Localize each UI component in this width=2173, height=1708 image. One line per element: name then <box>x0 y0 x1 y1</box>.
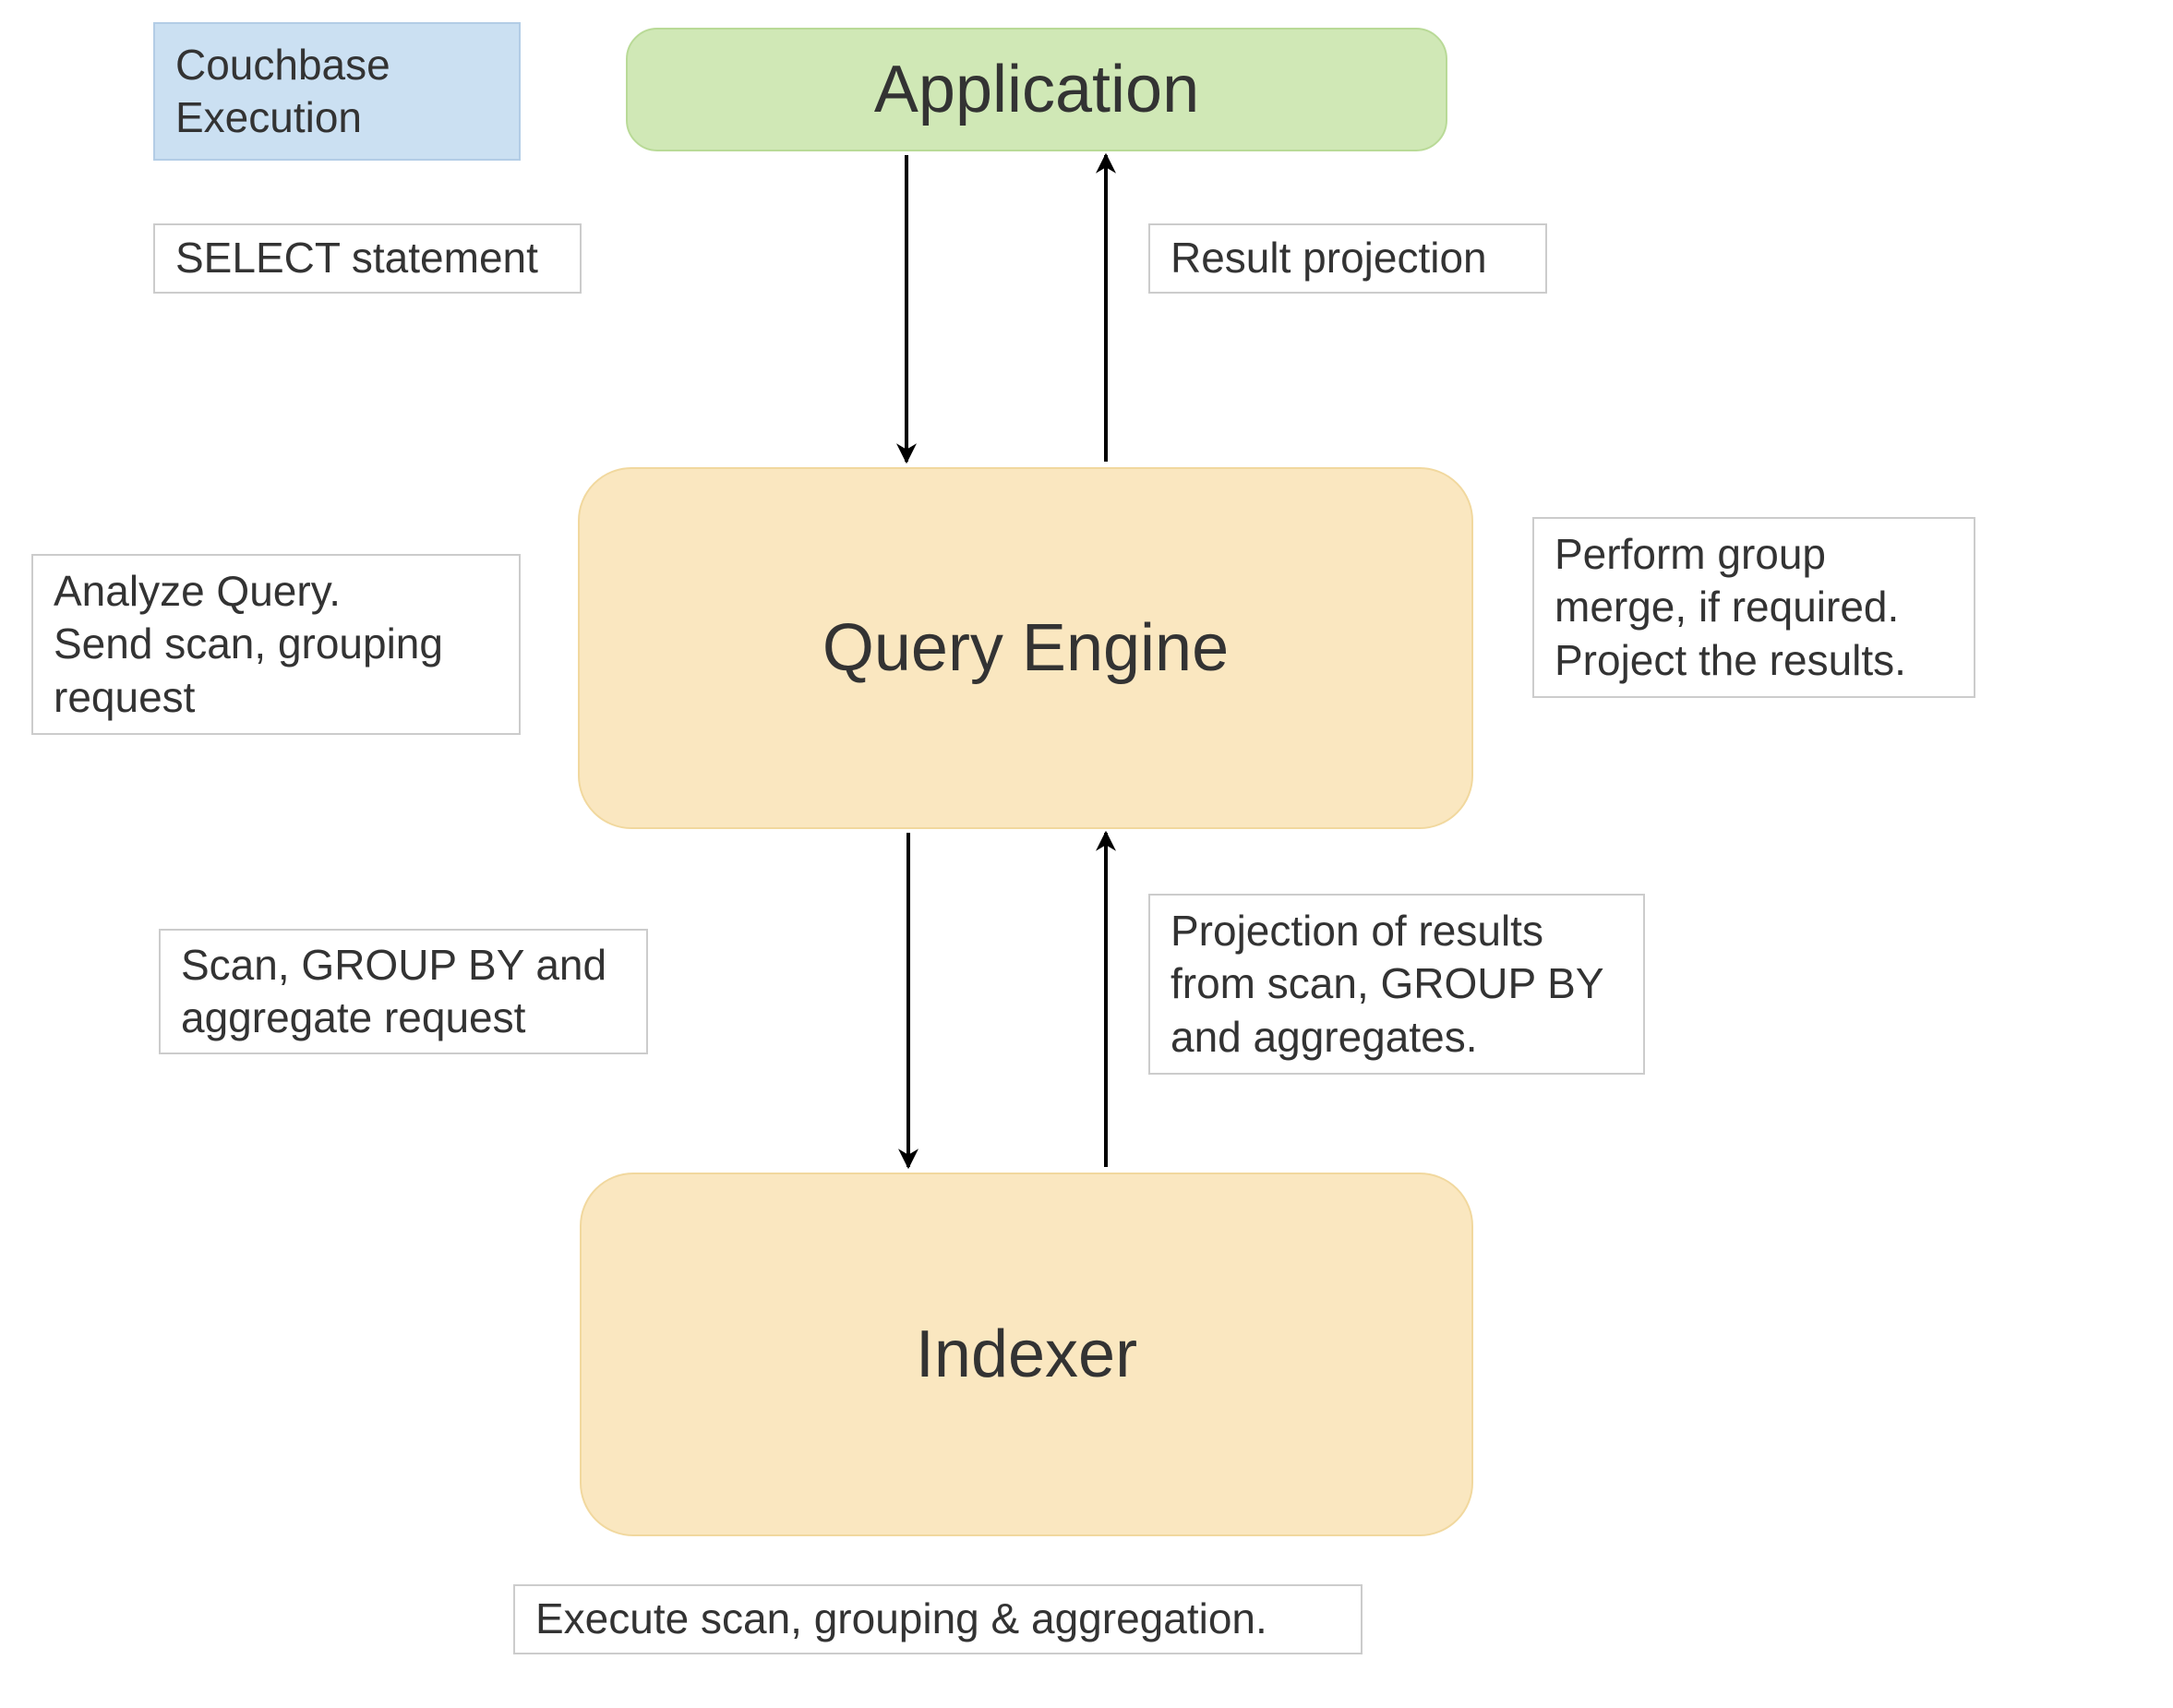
node-query-engine-label: Query Engine <box>822 610 1229 686</box>
edge-label-text: Execute scan, grouping & aggregation. <box>535 1593 1267 1646</box>
edge-label-text: Scan, GROUP BY and aggregate request <box>181 939 606 1045</box>
node-application: Application <box>626 28 1447 151</box>
edge-label-analyze-query: Analyze Query. Send scan, grouping reque… <box>31 554 521 735</box>
edge-label-perform-merge: Perform group merge, if required. Projec… <box>1532 517 1975 698</box>
edge-label-text: Result projection <box>1171 232 1487 285</box>
node-application-label: Application <box>874 52 1199 127</box>
title-box-couchbase-execution: Couchbase Execution <box>153 22 521 161</box>
edge-label-result-projection: Result projection <box>1148 223 1547 294</box>
title-box-text: Couchbase Execution <box>175 39 390 145</box>
node-indexer: Indexer <box>580 1173 1473 1536</box>
edge-label-text: Perform group merge, if required. Projec… <box>1555 528 1906 688</box>
edge-label-text: Projection of results from scan, GROUP B… <box>1171 905 1604 1064</box>
node-indexer-label: Indexer <box>916 1317 1137 1392</box>
edge-label-execute-scan: Execute scan, grouping & aggregation. <box>513 1584 1363 1654</box>
node-query-engine: Query Engine <box>578 467 1473 829</box>
edge-label-select-statement: SELECT statement <box>153 223 582 294</box>
diagram-canvas: Couchbase Execution Application Query En… <box>0 0 2173 1708</box>
edge-label-text: SELECT statement <box>175 232 538 285</box>
edge-label-text: Analyze Query. Send scan, grouping reque… <box>54 565 443 725</box>
edge-label-projection-results: Projection of results from scan, GROUP B… <box>1148 894 1645 1075</box>
edge-label-scan-groupby: Scan, GROUP BY and aggregate request <box>159 929 648 1054</box>
